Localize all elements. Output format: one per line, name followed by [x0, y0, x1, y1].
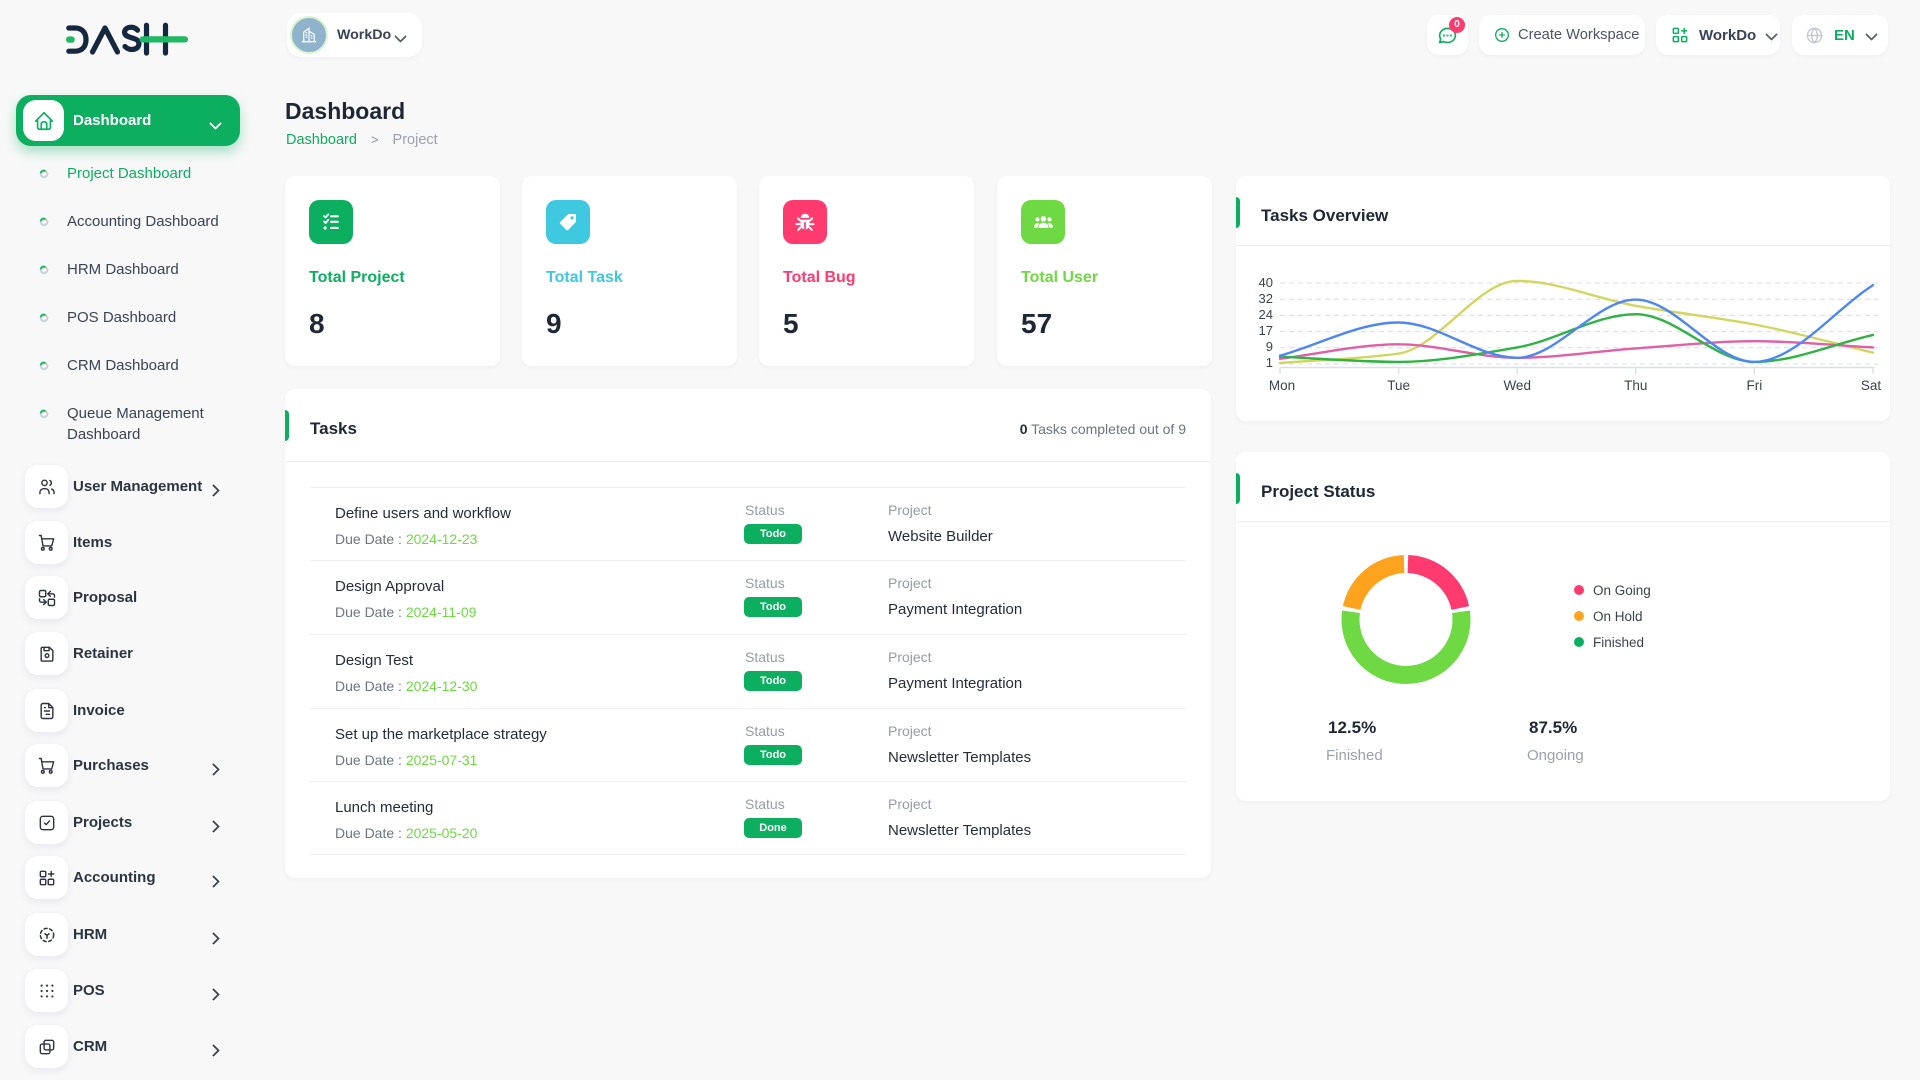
svg-text:9: 9: [1266, 339, 1273, 354]
svg-text:Wed: Wed: [1503, 378, 1531, 393]
svg-text:Tue: Tue: [1387, 378, 1410, 393]
svg-text:Finished: Finished: [1326, 747, 1383, 764]
svg-text:1: 1: [1266, 355, 1273, 370]
svg-text:17: 17: [1259, 323, 1273, 338]
svg-text:Thu: Thu: [1624, 378, 1647, 393]
svg-text:Mon: Mon: [1269, 378, 1295, 393]
svg-text:24: 24: [1259, 307, 1273, 322]
svg-text:Sat: Sat: [1861, 378, 1882, 393]
svg-text:Finished: Finished: [1593, 635, 1644, 650]
svg-text:12.5%: 12.5%: [1328, 718, 1376, 737]
svg-text:40: 40: [1259, 275, 1273, 290]
svg-text:On Hold: On Hold: [1593, 609, 1643, 624]
svg-text:On Going: On Going: [1593, 583, 1651, 598]
svg-text:Fri: Fri: [1747, 378, 1763, 393]
svg-text:87.5%: 87.5%: [1529, 718, 1577, 737]
svg-text:32: 32: [1259, 291, 1273, 306]
svg-text:Ongoing: Ongoing: [1527, 747, 1584, 764]
